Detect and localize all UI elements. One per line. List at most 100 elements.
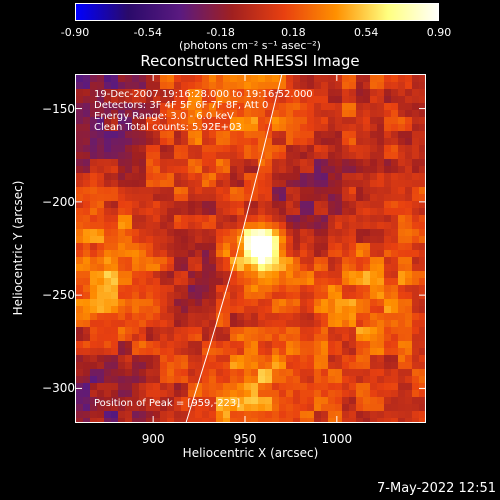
heatmap-cell (405, 194, 412, 201)
heatmap-cell (237, 334, 244, 341)
heatmap-cell (335, 397, 342, 404)
heatmap-cell (139, 376, 146, 383)
heatmap-cell (83, 159, 90, 166)
heatmap-cell (279, 383, 286, 390)
heatmap-cell (230, 257, 237, 264)
heatmap-cell (314, 383, 321, 390)
heatmap-cell (125, 236, 132, 243)
heatmap-cell (300, 159, 307, 166)
heatmap-cell (139, 103, 146, 110)
heatmap-cell (300, 222, 307, 229)
heatmap-cell (328, 215, 335, 222)
heatmap-cell (125, 173, 132, 180)
heatmap-cell (237, 313, 244, 320)
heatmap-cell (146, 341, 153, 348)
heatmap-cell (244, 236, 251, 243)
heatmap-cell (328, 131, 335, 138)
heatmap-cell (76, 208, 83, 215)
heatmap-cell (244, 313, 251, 320)
heatmap-cell (83, 362, 90, 369)
heatmap-cell (118, 166, 125, 173)
heatmap-cell (174, 117, 181, 124)
heatmap-cell (335, 320, 342, 327)
heatmap-cell (111, 306, 118, 313)
heatmap-cell (377, 96, 384, 103)
heatmap-cell (160, 376, 167, 383)
heatmap-cell (307, 369, 314, 376)
heatmap-cell (230, 82, 237, 89)
heatmap-cell (118, 390, 125, 397)
heatmap-cell (223, 236, 230, 243)
heatmap-cell (174, 313, 181, 320)
heatmap-cell (237, 89, 244, 96)
heatmap-cell (363, 159, 370, 166)
heatmap-cell (384, 229, 391, 236)
heatmap-cell (146, 292, 153, 299)
heatmap-cell (244, 390, 251, 397)
heatmap-cell (97, 397, 104, 404)
heatmap-cell (279, 194, 286, 201)
heatmap-cell (363, 166, 370, 173)
heatmap-cell (153, 222, 160, 229)
heatmap-cell (223, 187, 230, 194)
heatmap-cell (286, 145, 293, 152)
heatmap-cell (244, 355, 251, 362)
heatmap-cell (363, 334, 370, 341)
heatmap-cell (377, 250, 384, 257)
heatmap-cell (104, 75, 111, 82)
heatmap-cell (286, 362, 293, 369)
heatmap-cell (146, 320, 153, 327)
heatmap-cell (328, 341, 335, 348)
heatmap-cell (132, 138, 139, 145)
heatmap-cell (125, 264, 132, 271)
heatmap-cell (118, 271, 125, 278)
heatmap-cell (104, 285, 111, 292)
heatmap-cell (377, 390, 384, 397)
heatmap-cell (286, 96, 293, 103)
heatmap-cell (97, 320, 104, 327)
heatmap-cell (349, 299, 356, 306)
heatmap-cell (125, 376, 132, 383)
heatmap-cell (314, 243, 321, 250)
heatmap-cell (237, 215, 244, 222)
heatmap-cell (258, 348, 265, 355)
heatmap-cell (160, 418, 167, 422)
heatmap-cell (209, 215, 216, 222)
heatmap-cell (272, 201, 279, 208)
heatmap-cell (195, 299, 202, 306)
heatmap-cell (314, 411, 321, 418)
heatmap-cell (125, 411, 132, 418)
heatmap-cell (244, 152, 251, 159)
heatmap-cell (244, 334, 251, 341)
heatmap-cell (300, 131, 307, 138)
heatmap-cell (76, 173, 83, 180)
heatmap-cell (202, 131, 209, 138)
heatmap-cell (125, 222, 132, 229)
heatmap-cell (146, 131, 153, 138)
heatmap-cell (349, 166, 356, 173)
heatmap-cell (349, 229, 356, 236)
heatmap-cell (146, 173, 153, 180)
heatmap-cell (279, 306, 286, 313)
heatmap-cell (405, 404, 412, 411)
heatmap-cell (258, 257, 265, 264)
heatmap-cell (349, 341, 356, 348)
heatmap-cell (83, 250, 90, 257)
heatmap-cell (293, 152, 300, 159)
heatmap-cell (97, 75, 104, 82)
heatmap-cell (335, 243, 342, 250)
heatmap-cell (90, 411, 97, 418)
heatmap-cell (139, 397, 146, 404)
heatmap-cell (139, 194, 146, 201)
heatmap-cell (167, 306, 174, 313)
heatmap-cell (132, 299, 139, 306)
heatmap-cell (258, 278, 265, 285)
heatmap-cell (209, 159, 216, 166)
heatmap-cell (104, 299, 111, 306)
heatmap-cell (181, 355, 188, 362)
heatmap-cell (265, 110, 272, 117)
heatmap-cell (188, 75, 195, 82)
heatmap-cell (335, 383, 342, 390)
heatmap-cell (321, 194, 328, 201)
heatmap-cell (104, 327, 111, 334)
